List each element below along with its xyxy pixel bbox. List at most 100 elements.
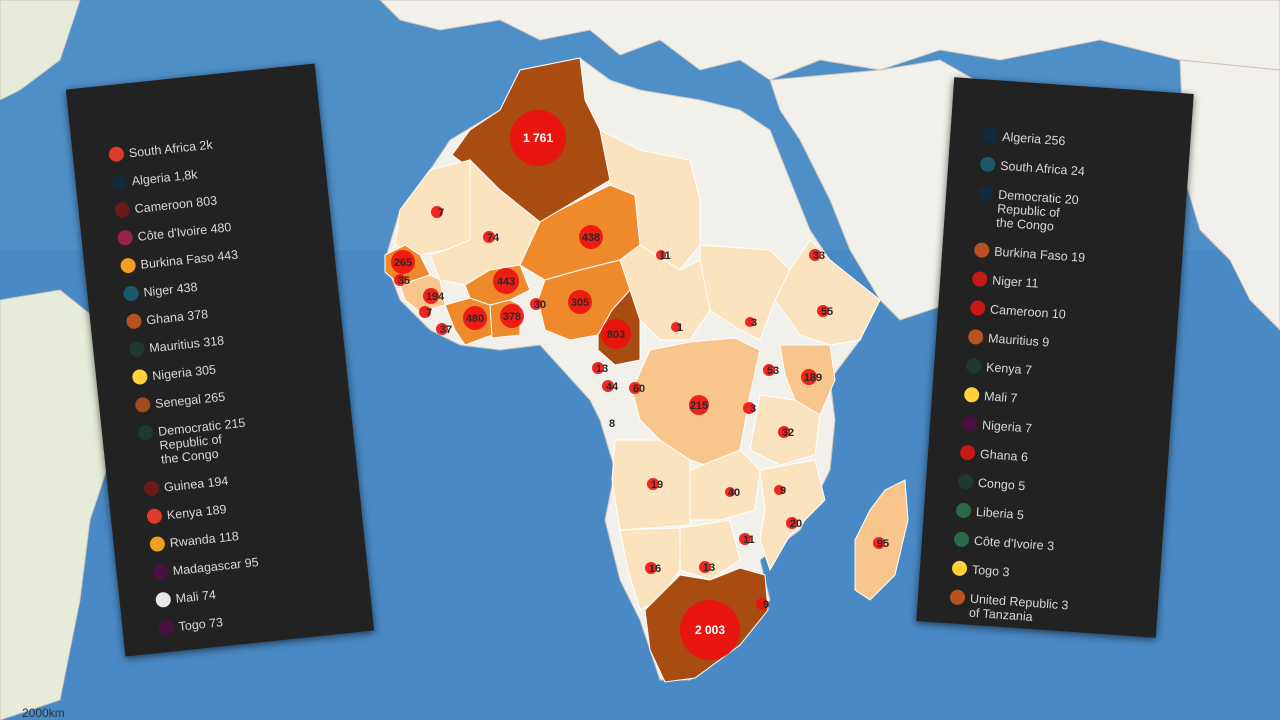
bubble-botswana[interactable] (699, 561, 711, 573)
value-label-ethiopia: 55 (821, 306, 833, 318)
bubble-madagascar[interactable] (873, 537, 885, 549)
legend-item: Kenya 7 (935, 356, 1174, 377)
bubble-equatorial-guinea[interactable] (592, 362, 604, 374)
value-label-angola: 19 (651, 479, 663, 491)
value-label-ghana: 378 (503, 311, 521, 323)
legend-item: Guinea 194 (107, 459, 356, 497)
bubble-gambia[interactable] (394, 274, 406, 286)
value-label-sudan: 3 (751, 317, 757, 329)
bubble-mauritania[interactable] (431, 206, 443, 218)
legend-swatch (973, 242, 990, 259)
value-label-madagascar: 95 (877, 538, 889, 550)
bubble-niger[interactable] (579, 225, 603, 249)
legend-swatch (125, 313, 143, 330)
legend-item: Côte d'Ivoire 3 (923, 529, 1162, 553)
value-label-zambia: 40 (728, 487, 740, 499)
bubble-sierra-leone[interactable] (419, 306, 431, 318)
legend-label: Kenya 7 (985, 360, 1033, 378)
bubble-namibia[interactable] (645, 562, 657, 574)
legend-label: Nigeria 305 (151, 362, 217, 384)
bubble-nigeria[interactable] (568, 290, 592, 314)
value-label-mali: 74 (487, 232, 500, 244)
bubble-rwanda[interactable] (743, 402, 755, 414)
bubble-benin[interactable] (530, 298, 542, 310)
bubble-libya[interactable] (656, 250, 666, 260)
legend-swatch (143, 480, 160, 497)
legend-item: Niger 11 (941, 269, 1180, 291)
bubble-angola[interactable] (647, 478, 659, 490)
legend-swatch (146, 507, 163, 525)
legend-label: United Republic 3 of Tanzania (968, 591, 1069, 625)
value-label-cameroon: 803 (607, 329, 625, 341)
legend-swatch (128, 340, 146, 358)
bubble-tanzania[interactable] (778, 426, 790, 438)
legend-label: Niger 11 (991, 273, 1039, 291)
legend-label: Cameroon 803 (134, 193, 218, 217)
value-label-democratic-republic-of-the-congo: 215 (690, 400, 708, 412)
value-label-eritrea: 33 (813, 250, 825, 262)
value-label-niger: 438 (582, 232, 600, 244)
value-label-c-te-d-ivoire: 480 (466, 313, 484, 325)
value-label-eswatini: 9 (763, 599, 769, 611)
legend-swatch (116, 229, 134, 246)
bubble-zimbabwe[interactable] (739, 533, 751, 545)
bubble-guinea[interactable] (423, 288, 439, 304)
legend-item: United Republic 3 of Tanzania (919, 587, 1158, 624)
bubble-liberia[interactable] (436, 323, 448, 335)
value-label-guinea: 194 (426, 291, 445, 303)
legend-item: Congo 5 (927, 471, 1166, 493)
legend-swatch (949, 589, 966, 606)
legend-label: Madagascar 95 (172, 555, 260, 579)
legend-swatch (137, 424, 154, 441)
bubble-south-africa[interactable] (680, 600, 740, 660)
legend-swatch (119, 257, 137, 274)
bubble-burkina-faso[interactable] (493, 268, 519, 294)
value-label-mozambique: 20 (790, 518, 802, 530)
bubble-ethiopia[interactable] (817, 305, 829, 317)
bubble-mali[interactable] (483, 231, 495, 243)
value-label-congo: 60 (633, 383, 645, 395)
value-label-liberia: 37 (440, 324, 452, 336)
value-label-senegal: 265 (394, 257, 412, 269)
bubble-senegal[interactable] (391, 250, 415, 274)
bubble-congo[interactable] (629, 382, 641, 394)
bubble-eritrea[interactable] (809, 249, 821, 261)
country-botswana[interactable] (679, 519, 741, 581)
bubble-zambia[interactable] (725, 487, 735, 497)
bubble-cameroon[interactable] (601, 319, 631, 349)
value-label-burkina-faso: 443 (497, 276, 515, 288)
bubble-algeria[interactable] (510, 110, 566, 166)
value-label-rwanda: 3 (750, 403, 756, 415)
legend-swatch (955, 502, 972, 519)
country-ethiopia[interactable] (774, 239, 881, 346)
bubble-gabon[interactable] (602, 380, 614, 392)
legend-label: Togo 73 (177, 615, 224, 634)
bubble-democratic-republic-of-the-congo[interactable] (689, 395, 709, 415)
legend-swatch (971, 271, 988, 288)
legend-item: Democratic 20 Republic of the Congo (947, 183, 1186, 234)
value-label-namibia: 16 (649, 563, 661, 575)
bubble-kenya[interactable] (801, 369, 817, 385)
value-label-botswana: 13 (703, 562, 715, 574)
legend-item: South Africa 2k (72, 125, 321, 163)
bubble-eswatini[interactable] (756, 598, 768, 610)
legend-label: Kenya 189 (166, 502, 228, 523)
legend-swatch (969, 299, 986, 316)
country-zambia[interactable] (689, 449, 761, 521)
country-sudan[interactable] (699, 244, 791, 341)
bubble-c-te-d-ivoire[interactable] (463, 306, 487, 330)
bubble-mozambique[interactable] (786, 517, 798, 529)
bubble-chad[interactable] (671, 322, 681, 332)
legend-swatch (977, 185, 994, 202)
value-label-kenya: 189 (804, 372, 822, 384)
bubble-malawi[interactable] (774, 485, 784, 495)
bubble-sudan[interactable] (745, 317, 755, 327)
bubble-uganda[interactable] (763, 364, 775, 376)
legend-label: Burkina Faso 443 (139, 247, 239, 272)
legend-swatch (111, 173, 128, 191)
legend-item: Mali 7 (933, 385, 1172, 405)
bubble-ghana[interactable] (500, 304, 524, 328)
value-label-zimbabwe: 11 (743, 534, 755, 546)
value-label-cabinda: 8 (609, 418, 615, 430)
